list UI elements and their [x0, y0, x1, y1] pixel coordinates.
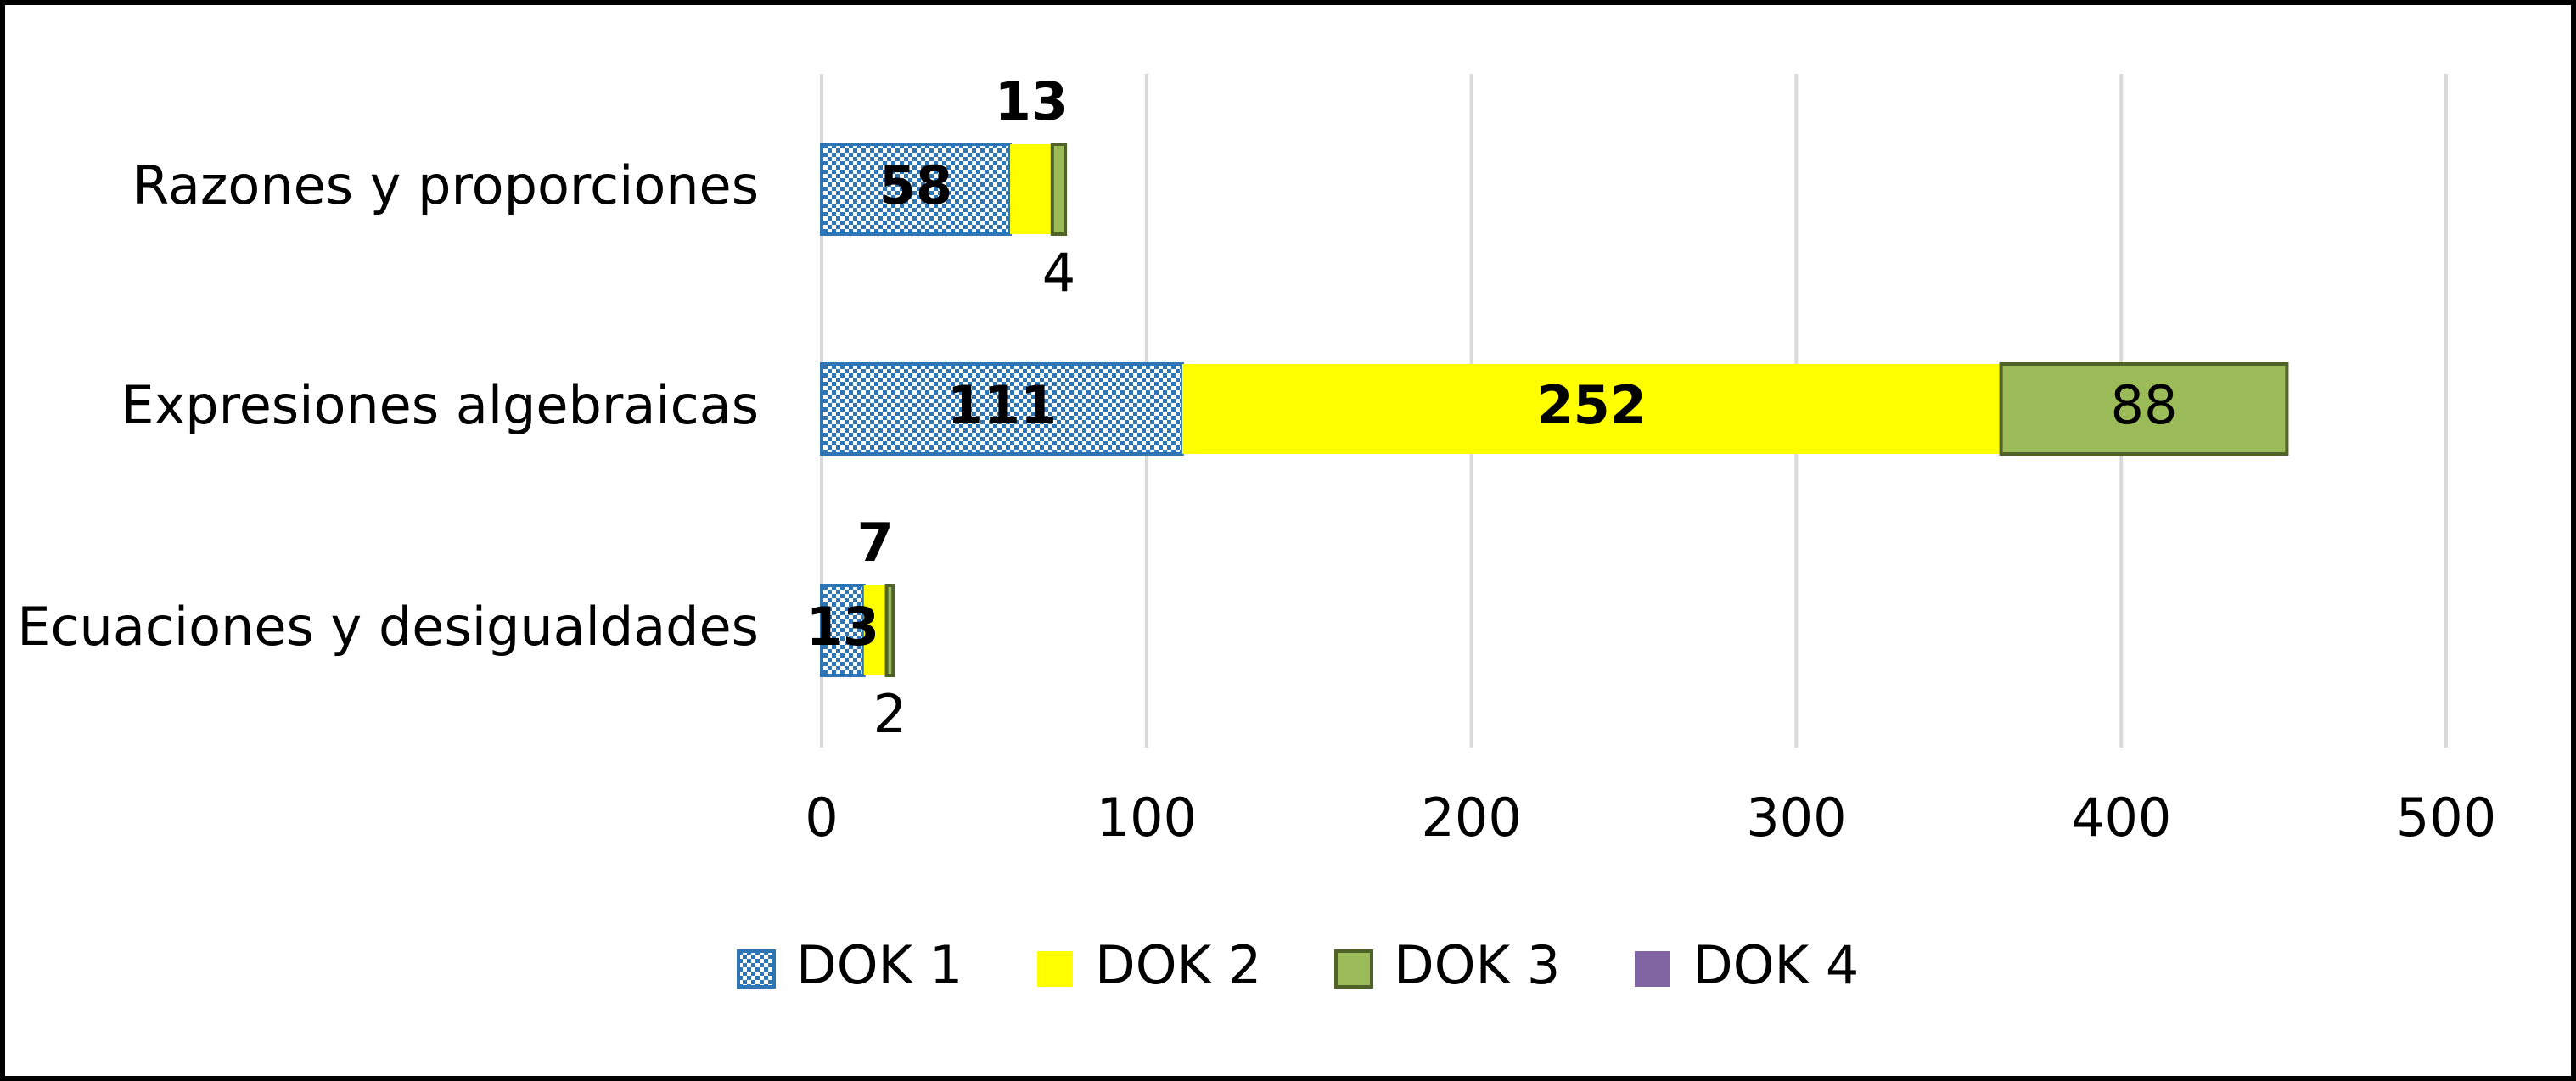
category-label: Expresiones algebraicas [121, 374, 759, 436]
data-label: 252 [1537, 374, 1647, 436]
legend-swatch [1037, 951, 1073, 987]
bar-segment [863, 585, 887, 675]
bar-segment [1999, 362, 2289, 456]
legend-swatch [1635, 951, 1670, 987]
data-label: 13 [995, 70, 1068, 132]
data-label: 7 [857, 512, 894, 574]
data-label: 111 [947, 374, 1057, 436]
legend-label: DOK 2 [1095, 934, 1261, 996]
legend-label: DOK 3 [1394, 934, 1560, 996]
legend-label: DOK 4 [1692, 934, 1859, 996]
category-label: Razones y proporciones [132, 154, 759, 216]
bar-segment [884, 584, 895, 677]
data-label: 2 [873, 683, 906, 745]
legend-swatch [1334, 949, 1373, 989]
data-label: 58 [879, 154, 952, 216]
category-label: Ecuaciones y desigualdades [17, 596, 759, 658]
legend-label: DOK 1 [796, 934, 962, 996]
x-tick-label: 300 [1746, 787, 1846, 849]
bar-segment [1050, 143, 1068, 236]
x-tick-label: 200 [1421, 787, 1521, 849]
bar-segment [1181, 364, 2001, 454]
bar-segment [1010, 144, 1052, 234]
data-label: 88 [2111, 374, 2178, 436]
x-tick-label: 100 [1097, 787, 1197, 849]
bar-segment [820, 584, 866, 677]
x-tick-label: 500 [2396, 787, 2496, 849]
data-label: 4 [1042, 242, 1075, 304]
x-tick-label: 400 [2071, 787, 2171, 849]
data-label: 13 [806, 596, 879, 658]
x-tick-label: 0 [805, 787, 838, 849]
legend-swatch [737, 949, 776, 989]
